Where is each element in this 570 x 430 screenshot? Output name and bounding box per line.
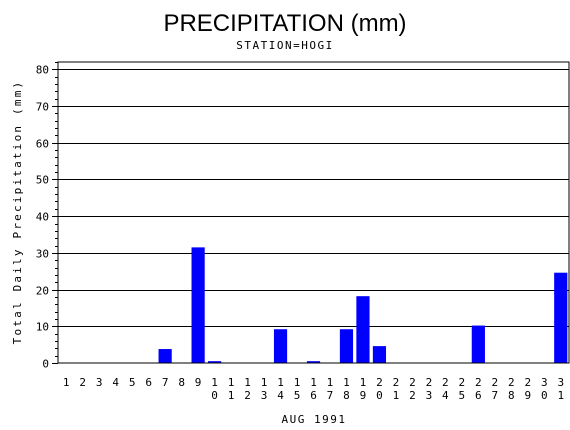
bar-day-20	[372, 346, 387, 363]
y-tick-label: 0	[42, 358, 49, 371]
y-tick-label: 30	[36, 248, 49, 261]
y-axis: 0 10 20 30 40 50 60 70 80	[36, 62, 58, 371]
x-axis-label: AUG 1991	[282, 413, 347, 426]
bar-day-7	[158, 349, 172, 363]
bar-day-14	[273, 329, 288, 363]
y-tick-label: 80	[36, 64, 49, 77]
x-tick-label: 8	[178, 376, 185, 389]
x-tick-label: 1	[63, 376, 70, 389]
y-tick-label: 20	[36, 285, 49, 298]
y-tick-label: 50	[36, 174, 49, 187]
chart-subtitle: STATION=HOGI	[236, 39, 333, 52]
bars	[158, 247, 568, 363]
x-tick-label: 9	[195, 376, 202, 389]
x-tick-label: 6	[145, 376, 152, 389]
y-axis-label: Total Daily Precipitation (mm)	[11, 80, 24, 345]
bar-day-18	[339, 329, 354, 363]
y-tick-label: 40	[36, 211, 49, 224]
gridlines	[58, 69, 569, 327]
bar-day-9	[191, 247, 205, 363]
bar-day-26	[471, 325, 485, 363]
y-tick-label: 60	[36, 138, 49, 151]
x-axis: 1 2 3 4 5 6 7 8 9 1 01 11 21 31 41 51 61 71 81 92 02 12 22 32 42…	[63, 376, 564, 402]
bar-day-10	[208, 361, 222, 363]
x-tick-label: 2	[79, 376, 86, 389]
bar-day-31	[554, 272, 568, 363]
y-tick-label: 10	[36, 321, 49, 334]
chart-title: PRECIPITATION (mm)	[163, 10, 406, 37]
bar-day-16	[306, 361, 321, 363]
bar-day-19	[356, 296, 370, 363]
x-tick-label: 7	[162, 376, 169, 389]
plot-frame	[57, 61, 570, 364]
x-tick-label: 4	[112, 376, 119, 389]
y-tick-label: 70	[36, 101, 49, 114]
x-tick-label: 5	[129, 376, 136, 389]
x-tick-label: 3	[96, 376, 103, 389]
